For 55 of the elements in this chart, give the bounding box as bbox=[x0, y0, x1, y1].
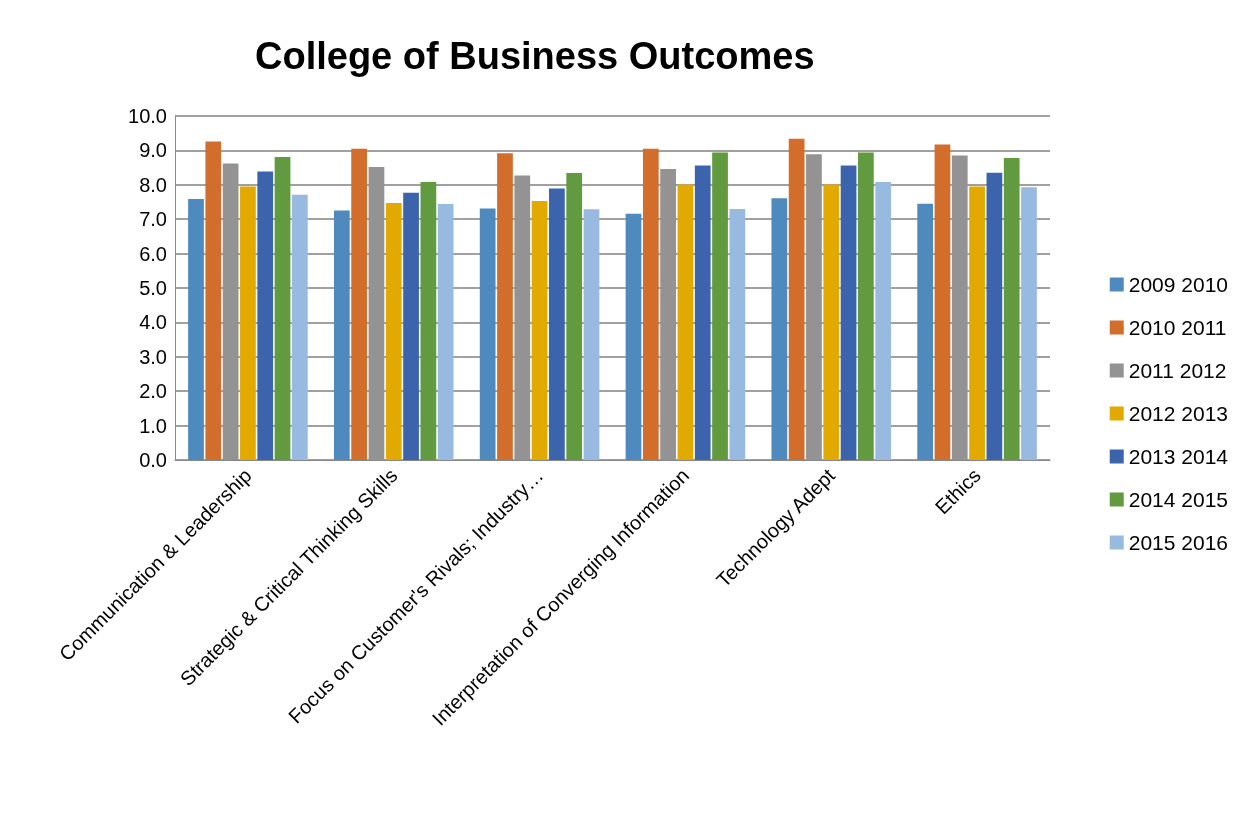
bar bbox=[497, 153, 513, 460]
legend-label: 2013 2014 bbox=[1128, 445, 1229, 468]
bar bbox=[1021, 187, 1037, 460]
legend-label: 2011 2012 bbox=[1128, 359, 1227, 382]
bar bbox=[712, 152, 728, 460]
y-tick-label: 4.0 bbox=[139, 311, 167, 334]
bar bbox=[677, 184, 694, 460]
bar bbox=[479, 208, 496, 460]
bar bbox=[625, 213, 642, 460]
y-tick-label: 5.0 bbox=[139, 277, 167, 299]
bar bbox=[934, 144, 951, 460]
legend-label: 2014 2015 bbox=[1128, 488, 1229, 511]
bar bbox=[969, 186, 985, 460]
bar bbox=[986, 172, 1003, 460]
bar bbox=[694, 165, 711, 460]
bar bbox=[274, 156, 291, 460]
bar bbox=[420, 182, 437, 460]
bar bbox=[823, 184, 840, 460]
bar bbox=[875, 182, 892, 460]
bar bbox=[257, 171, 274, 460]
y-tick-label: 6.0 bbox=[139, 242, 167, 265]
y-tick-label: 10.0 bbox=[128, 105, 167, 127]
y-tick-label: 3.0 bbox=[139, 345, 167, 368]
bar bbox=[583, 209, 600, 460]
y-tick-label: 9.0 bbox=[139, 139, 167, 162]
bar bbox=[351, 148, 367, 460]
bar bbox=[858, 152, 874, 460]
bar bbox=[291, 194, 308, 460]
bar bbox=[205, 141, 222, 460]
bar bbox=[788, 138, 805, 460]
bar bbox=[403, 192, 419, 460]
y-tick-label: 1.0 bbox=[139, 414, 167, 437]
bar bbox=[531, 200, 548, 460]
bar bbox=[437, 204, 454, 460]
chart-title: College of Business Outcomes bbox=[255, 35, 815, 77]
bar bbox=[642, 148, 659, 460]
y-tick-label: 0.0 bbox=[139, 449, 167, 471]
y-tick-label: 2.0 bbox=[139, 380, 167, 403]
bar bbox=[188, 198, 204, 460]
legend-label: 2009 2010 bbox=[1128, 273, 1229, 296]
bar bbox=[917, 203, 934, 460]
bar bbox=[566, 173, 583, 460]
bar bbox=[240, 186, 256, 460]
legend-label: 2010 2011 bbox=[1128, 316, 1227, 339]
legend-label: 2012 2013 bbox=[1128, 402, 1229, 425]
bar bbox=[385, 203, 402, 460]
bar bbox=[840, 165, 857, 460]
bar bbox=[771, 198, 788, 460]
legend-label: 2015 2016 bbox=[1128, 531, 1229, 554]
bar bbox=[333, 210, 350, 460]
y-tick-label: 8.0 bbox=[139, 173, 167, 196]
bar bbox=[549, 188, 565, 460]
bar bbox=[1003, 157, 1020, 460]
bar bbox=[729, 208, 746, 460]
y-tick-label: 7.0 bbox=[139, 208, 167, 231]
